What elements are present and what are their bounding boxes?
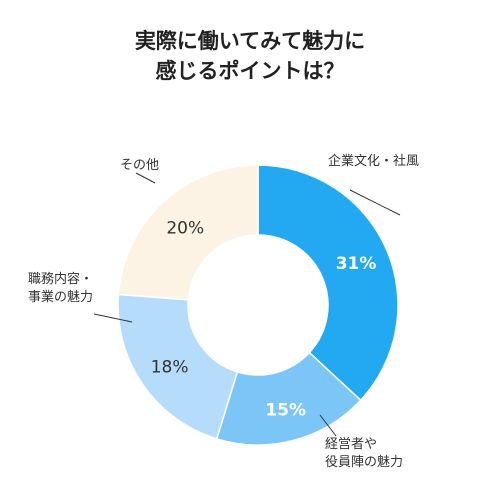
slice-category-label-4-line-1: その他: [120, 158, 159, 173]
donut-slice-1: [257, 164, 399, 402]
slice-value-label-1: 31%: [336, 254, 377, 274]
leader-line-2: [319, 414, 337, 437]
slice-category-label-2-line-2: 役員陣の魅力: [325, 455, 403, 470]
slice-category-label-4: その他: [120, 158, 159, 173]
slice-category-label-1-line-1: 企業文化・社風: [328, 153, 419, 169]
leader-line-1: [349, 189, 401, 216]
slice-value-label-3: 18%: [151, 357, 189, 377]
slice-value-label-2: 15%: [265, 400, 306, 420]
chart-title-line-2: 感じるポイントは？: [155, 59, 345, 83]
slice-category-label-2-line-1: 経営者や: [325, 437, 377, 452]
slice-category-label-1: 企業文化・社風: [328, 153, 419, 169]
slice-value-label-4: 20%: [166, 219, 204, 239]
chart-title: 実際に働いてみて魅力に 感じるポイントは？: [0, 26, 500, 86]
leader-line-4: [135, 172, 156, 184]
donut-slice-4: [117, 164, 259, 301]
leader-line-3: [93, 313, 133, 323]
slice-category-label-3: 職務内容・事業の魅力: [28, 271, 93, 305]
slice-category-label-3-line-2: 事業の魅力: [28, 289, 93, 305]
donut-slice-3: [117, 293, 239, 440]
chart-title-line-1: 実際に働いてみて魅力に: [134, 29, 366, 53]
slice-category-label-2: 経営者や役員陣の魅力: [325, 437, 403, 470]
slice-category-label-3-line-1: 職務内容・: [28, 271, 93, 287]
